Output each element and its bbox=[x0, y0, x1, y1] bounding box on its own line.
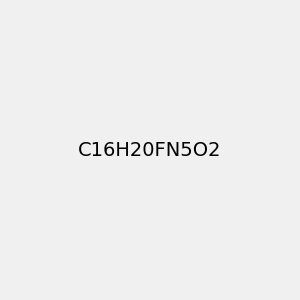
Text: C16H20FN5O2: C16H20FN5O2 bbox=[78, 140, 222, 160]
